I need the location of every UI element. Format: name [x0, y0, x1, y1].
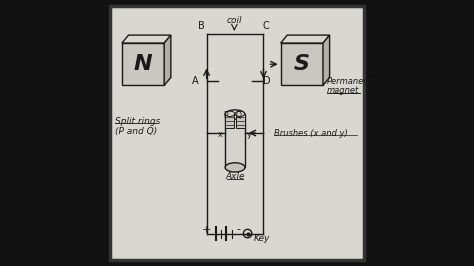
Text: N: N — [134, 54, 152, 74]
Ellipse shape — [225, 110, 245, 119]
Text: C: C — [262, 21, 269, 31]
Bar — [122, 43, 164, 85]
Text: Axle: Axle — [225, 172, 245, 181]
Circle shape — [243, 229, 252, 238]
Text: P: P — [223, 111, 228, 120]
Ellipse shape — [225, 163, 245, 172]
Bar — [225, 114, 245, 167]
Bar — [236, 114, 245, 128]
Polygon shape — [122, 35, 171, 43]
Text: (P and Q): (P and Q) — [115, 127, 157, 136]
Bar — [225, 114, 235, 128]
Text: -: - — [237, 225, 240, 235]
Text: Key: Key — [254, 234, 271, 243]
Ellipse shape — [235, 111, 245, 117]
Ellipse shape — [225, 111, 235, 117]
Bar — [281, 43, 323, 85]
Text: Brushes (x and y): Brushes (x and y) — [274, 128, 348, 138]
Polygon shape — [281, 35, 329, 43]
Text: Split rings: Split rings — [115, 117, 161, 126]
Text: y: y — [246, 130, 251, 139]
Text: B: B — [199, 21, 205, 31]
Polygon shape — [164, 35, 171, 85]
Text: Permanent: Permanent — [327, 77, 373, 86]
Text: A: A — [192, 76, 199, 86]
Text: coil: coil — [227, 15, 242, 24]
Text: S: S — [294, 54, 310, 74]
Text: magnet: magnet — [327, 86, 359, 95]
Text: D: D — [263, 76, 271, 86]
Polygon shape — [323, 35, 329, 85]
Text: Q: Q — [236, 111, 241, 120]
Text: x: x — [217, 130, 222, 139]
Text: +: + — [202, 225, 211, 235]
